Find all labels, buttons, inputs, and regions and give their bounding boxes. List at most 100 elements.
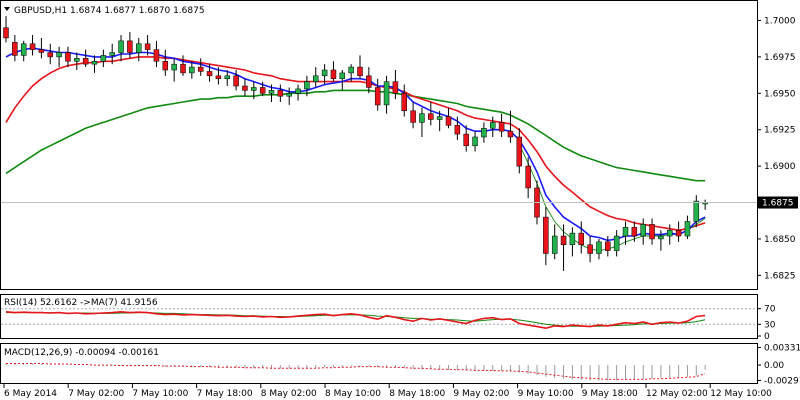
rsi-axis: 70 30 0 <box>757 305 776 342</box>
candle-body <box>47 52 53 58</box>
candle <box>38 37 45 59</box>
candle-body <box>401 93 407 112</box>
candle <box>224 69 230 87</box>
candle <box>498 113 505 137</box>
candle <box>286 87 292 105</box>
candle <box>366 67 372 94</box>
ma-fast-line <box>5 47 706 242</box>
candle <box>392 69 399 100</box>
candle-body <box>551 235 558 254</box>
candle-body <box>560 235 567 246</box>
candle <box>74 52 80 70</box>
candle <box>56 46 62 68</box>
time-tick-label: 9 May 02:00 <box>453 389 509 399</box>
candle <box>463 125 469 152</box>
candle <box>445 107 452 129</box>
candle <box>321 64 328 85</box>
macd-plot <box>5 363 706 381</box>
price-tick-label: 1.6850 <box>764 235 796 245</box>
candle <box>693 195 700 228</box>
candle-body <box>74 58 80 62</box>
current-price-label: 1.6875 <box>762 199 794 209</box>
time-tick-label: 12 May 10:00 <box>710 389 772 399</box>
candle-body <box>118 40 124 53</box>
current-price-box <box>758 196 798 209</box>
candle-body <box>136 43 142 53</box>
candle <box>12 35 18 62</box>
candle <box>578 221 584 254</box>
candle-body <box>428 113 434 120</box>
candle <box>233 69 239 91</box>
candle-body <box>658 235 664 240</box>
candle <box>560 224 567 271</box>
candle <box>330 61 337 82</box>
candle-body <box>144 43 151 50</box>
candle-body <box>357 66 363 77</box>
candle <box>136 37 142 62</box>
time-tick-label: 7 May 18:00 <box>197 389 253 399</box>
price-axis: 1.7000 1.6975 1.6950 1.6925 1.6900 1.6850 1.68… <box>757 16 796 281</box>
candle <box>675 221 682 242</box>
candle-body <box>392 81 399 94</box>
candle-body <box>578 232 584 246</box>
candle-body <box>472 136 478 146</box>
macd-tick-label: 0.00331 <box>764 344 800 354</box>
candle <box>428 102 434 126</box>
macd-axis: 0.00331 0.00 -0.00291 <box>757 344 800 386</box>
candle <box>3 16 9 43</box>
candle <box>153 40 160 68</box>
candle-body <box>109 52 115 56</box>
ma-mid-line <box>5 56 706 232</box>
candle <box>658 230 664 251</box>
time-tick-label: 7 May 10:00 <box>132 389 188 399</box>
candle-body <box>507 130 514 138</box>
candle <box>100 49 107 68</box>
candle <box>242 78 248 97</box>
candle <box>339 69 346 91</box>
time-tick-label: 6 May 2014 <box>4 389 57 399</box>
candle <box>171 58 177 82</box>
time-tick-label: 12 May 02:00 <box>646 389 708 399</box>
ma-slow-line <box>5 89 706 182</box>
candle-body <box>596 241 602 254</box>
candle-body <box>419 113 425 123</box>
candle-body <box>20 43 27 56</box>
candle-body <box>56 52 62 58</box>
candle-body <box>498 122 505 132</box>
candle-body <box>649 224 655 240</box>
time-axis: 6 May 2014 7 May 02:00 7 May 10:00 7 May 18… <box>3 384 772 399</box>
dropdown-arrow-icon[interactable] <box>4 7 10 11</box>
candle <box>596 238 602 260</box>
candle <box>277 84 284 103</box>
candle <box>215 67 222 85</box>
candle-body <box>569 232 576 246</box>
rsi-tick-label: 70 <box>764 305 776 315</box>
candle <box>304 75 310 97</box>
candle-body <box>197 66 204 72</box>
candle <box>313 67 319 88</box>
candle <box>649 218 655 245</box>
candle-body <box>295 88 301 94</box>
candle <box>419 107 425 137</box>
candle-body <box>12 42 18 56</box>
candle <box>401 84 407 117</box>
candle-body <box>613 235 620 251</box>
candle-body <box>233 75 239 87</box>
candle-body <box>366 75 372 88</box>
candle-body <box>675 229 682 237</box>
price-tick-label: 1.6825 <box>764 271 796 281</box>
price-tick-label: 1.6975 <box>764 53 796 63</box>
symbol-header: GBPUSD,H1 1.6874 1.6877 1.6870 1.6875 <box>14 6 205 16</box>
candle-body <box>268 90 275 94</box>
candle <box>569 227 576 257</box>
candle <box>631 221 638 242</box>
candle-body <box>543 216 549 254</box>
candle <box>667 224 673 245</box>
candle-body <box>224 75 230 79</box>
candle <box>47 43 53 65</box>
candle-body <box>29 43 36 50</box>
candle-body <box>640 224 646 237</box>
macd-signal-line <box>6 363 706 380</box>
